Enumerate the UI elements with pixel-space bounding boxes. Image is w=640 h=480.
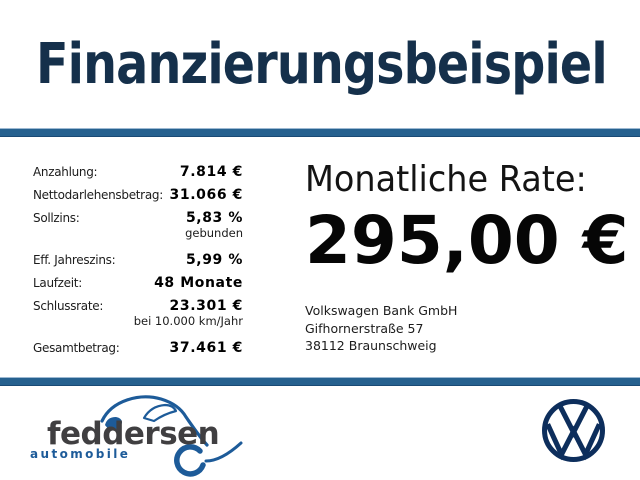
- finance-value: 37.461 €: [169, 340, 243, 356]
- finance-row-sollzins: Sollzins: 5,83 % gebunden: [33, 210, 243, 240]
- finance-value: 48 Monate: [154, 275, 243, 291]
- bottom-divider: [0, 377, 640, 386]
- finance-label: Gesamtbetrag:: [33, 341, 120, 355]
- finance-value: 5,83 %: [185, 210, 243, 226]
- finance-row-anzahlung: Anzahlung: 7.814 €: [33, 164, 243, 180]
- finance-note: bei 10.000 km/Jahr: [133, 314, 243, 328]
- top-divider: [0, 128, 640, 137]
- finance-label: Eff. Jahreszins:: [33, 253, 116, 267]
- bank-address-line: 38112 Braunschweig: [305, 338, 437, 353]
- dealer-logo-feddersen: feddersen automobile: [30, 395, 243, 477]
- finance-value: 23.301 €: [169, 298, 243, 314]
- finance-label: Schlussrate:: [33, 299, 104, 313]
- finance-label: Anzahlung:: [33, 165, 98, 179]
- bank-address-line: Volkswagen Bank GmbH: [305, 303, 458, 318]
- bank-address: Volkswagen Bank GmbH Gifhornerstraße 57 …: [305, 302, 635, 355]
- finance-value: 5,99 %: [185, 252, 243, 268]
- monthly-rate-amount: 295,00 €: [305, 202, 629, 279]
- finance-row-laufzeit: Laufzeit: 48 Monate: [33, 275, 243, 291]
- dealer-subtitle-text: automobile: [30, 447, 130, 461]
- finance-row-eff-jahreszins: Eff. Jahreszins: 5,99 %: [33, 252, 243, 268]
- monthly-rate-label: Monatliche Rate:: [305, 159, 587, 200]
- bank-address-line: Gifhornerstraße 57: [305, 320, 424, 336]
- page-title: Finanzierungsbeispiel: [36, 32, 608, 97]
- monthly-rate-panel: Monatliche Rate: 295,00 € Volkswagen Ban…: [305, 160, 635, 355]
- dealer-name-text: feddersen: [47, 416, 219, 452]
- car-sketch-icon: [100, 395, 243, 477]
- finance-value: 7.814 €: [179, 164, 243, 180]
- finance-row-schlussrate: Schlussrate: 23.301 € bei 10.000 km/Jahr: [33, 298, 243, 328]
- finance-value: 31.066 €: [169, 187, 243, 203]
- finance-label: Nettodarlehensbetrag:: [33, 188, 163, 202]
- finance-row-nettodarlehensbetrag: Nettodarlehensbetrag: 31.066 €: [33, 187, 243, 203]
- finance-note: gebunden: [185, 226, 243, 240]
- finance-details-table: Anzahlung: 7.814 € Nettodarlehensbetrag:…: [33, 164, 243, 363]
- finance-row-gesamtbetrag: Gesamtbetrag: 37.461 €: [33, 340, 243, 356]
- finance-label: Laufzeit:: [33, 276, 82, 290]
- finance-label: Sollzins:: [33, 211, 80, 225]
- volkswagen-logo-icon: [542, 399, 605, 462]
